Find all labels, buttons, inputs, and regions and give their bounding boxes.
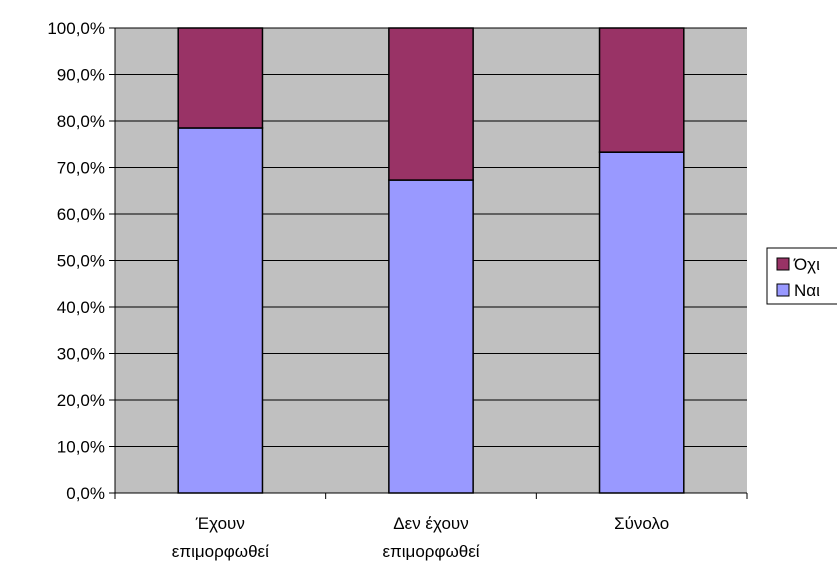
bar-segment-ochi — [388, 27, 474, 181]
x-category-label: επιμορφωθεί — [382, 542, 479, 561]
y-tick-label: 100,0% — [47, 19, 105, 38]
bar-segment-nai — [177, 127, 264, 494]
bar-segment-nai — [388, 179, 474, 494]
y-tick-label: 90,0% — [57, 66, 105, 85]
y-tick-labels: 0,0% 10,0% 20,0% 30,0% 40,0% 50,0% 60,0% 70,0% 8… — [47, 19, 115, 503]
x-category-label: Δεν έχουν — [393, 514, 468, 533]
legend-swatch — [776, 257, 790, 271]
y-tick-label: 60,0% — [57, 205, 105, 224]
y-tick-label: 20,0% — [57, 391, 105, 410]
y-tick-label: 80,0% — [57, 112, 105, 131]
legend-label: Όχι — [793, 255, 820, 274]
y-tick-label: 30,0% — [57, 345, 105, 364]
x-category-label: Σύνολο — [614, 514, 669, 533]
bar-segment-ochi — [598, 27, 685, 153]
legend-swatch — [776, 283, 790, 297]
y-tick-label: 0,0% — [66, 484, 105, 503]
bar-segment-nai — [598, 151, 685, 494]
y-tick-label: 70,0% — [57, 159, 105, 178]
legend-label: Ναι — [794, 281, 820, 300]
x-category-labels: Έχουν επιμορφωθεί Δεν έχουν επιμορφωθεί Σύνο… — [114, 493, 748, 561]
bars — [177, 27, 685, 494]
x-category-label: επιμορφωθεί — [172, 542, 269, 561]
legend: Όχι Ναι — [766, 247, 837, 305]
y-tick-label: 50,0% — [57, 252, 105, 271]
x-category-label: Έχουν — [195, 514, 245, 533]
bar-segment-ochi — [177, 27, 264, 129]
y-tick-label: 10,0% — [57, 438, 105, 457]
y-tick-label: 40,0% — [57, 298, 105, 317]
